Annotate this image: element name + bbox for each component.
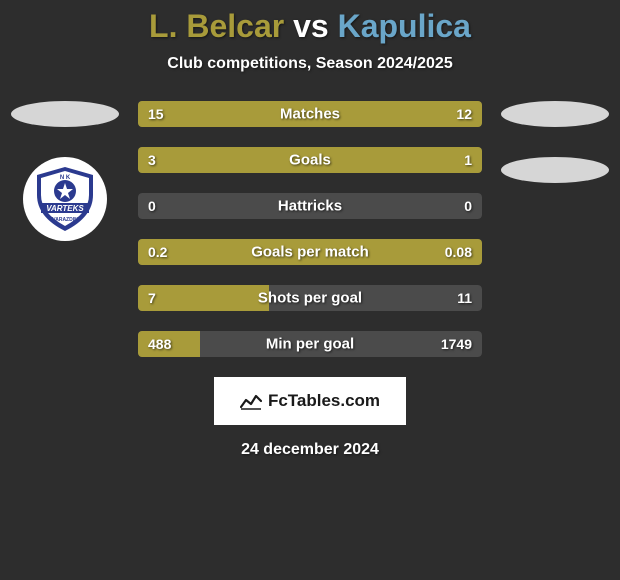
svg-text:N K: N K bbox=[60, 175, 71, 181]
brand-box: FcTables.com bbox=[214, 377, 406, 425]
stat-row: 15Matches12 bbox=[138, 101, 482, 127]
left-side: N K VARTEKS VARAZDIN bbox=[10, 101, 120, 241]
stat-label: Matches bbox=[138, 106, 482, 123]
stat-label: Goals bbox=[138, 152, 482, 169]
svg-text:VARAZDIN: VARAZDIN bbox=[52, 217, 78, 223]
stat-row: 7Shots per goal11 bbox=[138, 285, 482, 311]
vs-label: vs bbox=[293, 8, 329, 44]
content-row: N K VARTEKS VARAZDIN 15Matches12 3Goals1 0… bbox=[0, 101, 620, 357]
player2-name: Kapulica bbox=[338, 8, 471, 44]
page-title: L. Belcar vs Kapulica bbox=[0, 8, 620, 45]
player2-ellipse-2 bbox=[501, 157, 609, 183]
stat-right-value: 0 bbox=[464, 198, 472, 214]
stat-right-value: 0.08 bbox=[445, 244, 472, 260]
logo-graphic: N K VARTEKS VARAZDIN bbox=[31, 165, 99, 233]
date-label: 24 december 2024 bbox=[241, 441, 379, 459]
stat-right-value: 1 bbox=[464, 152, 472, 168]
player1-logo: N K VARTEKS VARAZDIN bbox=[23, 157, 107, 241]
player2-ellipse-1 bbox=[501, 101, 609, 127]
stat-bars: 15Matches12 3Goals1 0Hattricks0 0.2Goals pe… bbox=[138, 101, 482, 357]
right-side bbox=[500, 101, 610, 183]
stat-row: 0.2Goals per match0.08 bbox=[138, 239, 482, 265]
subtitle: Club competitions, Season 2024/2025 bbox=[0, 55, 620, 73]
stat-row: 488Min per goal1749 bbox=[138, 331, 482, 357]
stat-label: Hattricks bbox=[138, 198, 482, 215]
footer: FcTables.com 24 december 2024 bbox=[0, 377, 620, 459]
stat-label: Goals per match bbox=[138, 244, 482, 261]
stat-right-value: 11 bbox=[457, 290, 472, 306]
stat-right-value: 1749 bbox=[441, 336, 472, 352]
stat-label: Min per goal bbox=[138, 336, 482, 353]
stat-row: 0Hattricks0 bbox=[138, 193, 482, 219]
brand-icon bbox=[240, 392, 262, 410]
brand-text: FcTables.com bbox=[268, 391, 380, 411]
main-container: L. Belcar vs Kapulica Club competitions,… bbox=[0, 0, 620, 459]
stat-right-value: 12 bbox=[456, 106, 472, 122]
player1-name: L. Belcar bbox=[149, 8, 284, 44]
player1-ellipse bbox=[11, 101, 119, 127]
stat-label: Shots per goal bbox=[138, 290, 482, 307]
stat-row: 3Goals1 bbox=[138, 147, 482, 173]
svg-text:VARTEKS: VARTEKS bbox=[46, 204, 84, 213]
